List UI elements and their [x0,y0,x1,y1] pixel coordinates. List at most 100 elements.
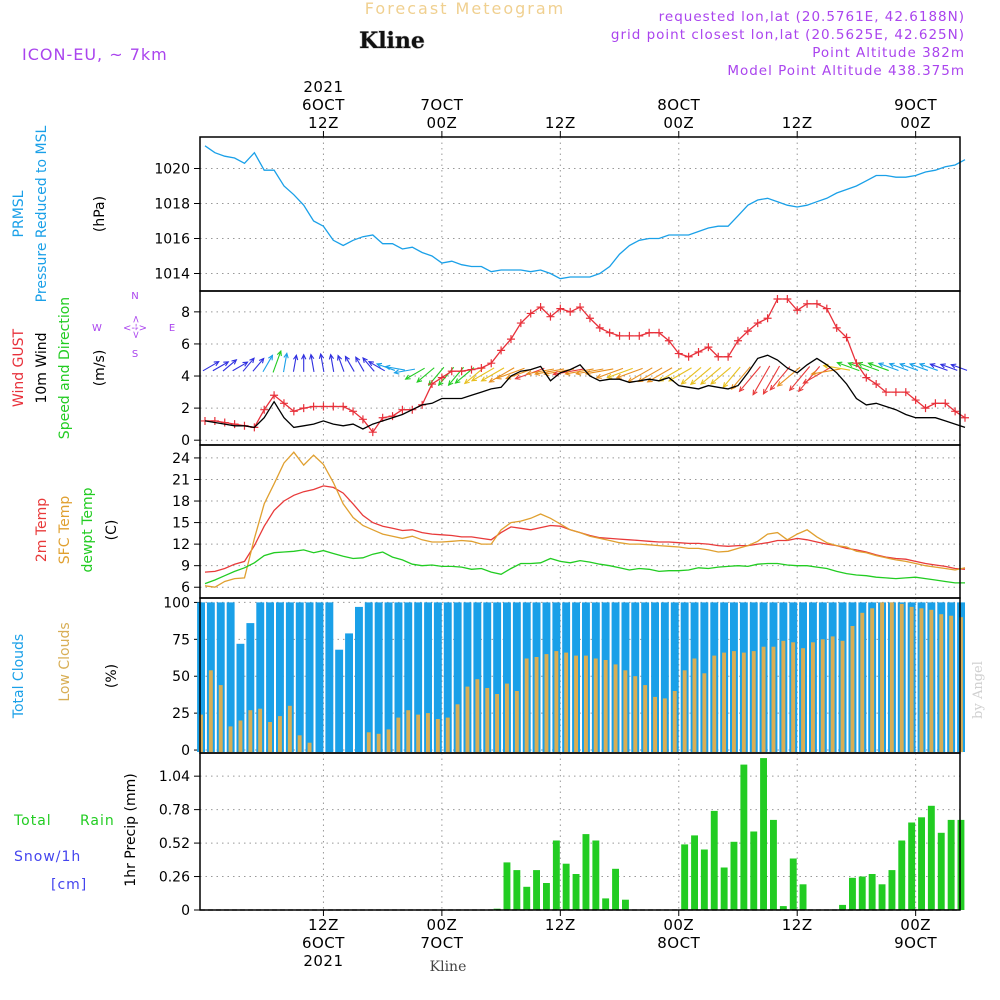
wind-direction-arrow [464,367,485,384]
gust-marker [635,331,644,340]
total-clouds-bar [295,602,304,752]
low-clouds-bar [228,726,233,752]
total-rain-bar [572,874,580,910]
wind-direction-arrow [242,357,255,372]
wind-arrow-head [699,379,706,385]
total-rain-bar [582,834,590,910]
bottom-time-label: 00Z [426,916,457,934]
low-clouds-bar [712,655,717,753]
wind-direction-arrow [857,362,880,372]
wind-arrow-head [689,379,696,386]
gust-marker [862,373,871,382]
wind-arrow-head [575,370,582,376]
wind-direction-arrow [489,367,515,383]
temperature-side-labels: 2m Temp SFC Temp dewpt Temp (C) [34,487,120,572]
wind-arrow-head [301,353,307,360]
temperature-ytick-label: 21 [172,472,190,488]
wind-arrow-head [393,369,400,375]
wind-direction-arrow [252,358,265,372]
low-clouds-bar [544,654,549,753]
pressure-msl-label: Pressure Reduced to MSL [34,125,50,302]
total-rain-bar [770,819,777,910]
prmsl-line [204,145,966,280]
compass-vertical-axis: <--> [131,315,142,339]
wind-ytick-label: 4 [181,369,190,385]
wind-direction-arrow [769,366,791,391]
total-clouds-bar [266,602,274,752]
gust-marker [388,412,397,421]
wind-direction-arrow [951,364,968,371]
gust-marker [773,295,782,304]
bottom-time-label: 2021 [303,952,343,970]
precip-frame [199,752,961,911]
low-clouds-bar [307,742,312,753]
gust-marker [230,420,239,429]
low-clouds-bar [218,685,223,753]
gust-marker [822,304,831,313]
total-rain-bar [898,840,906,910]
clouds-ytick-label: 0 [181,743,190,759]
pressure-panel: 1014 1016 1018 1020 [154,136,966,292]
wind-arrow-head [776,381,783,387]
top-time-label: 12Z [308,114,339,132]
wind-direction-arrow [405,367,425,380]
clouds-panel: 0 25 50 75 100 [163,595,965,759]
wind-arrow-head [762,388,768,395]
gust-marker [951,407,960,416]
total-clouds-bar [641,602,650,752]
low-clouds-bar [662,698,667,753]
gust-marker [704,343,713,352]
wind-arrow-head [877,362,884,368]
temp-unit-label: (C) [104,520,120,541]
gust-marker [398,405,407,414]
low-clouds-bar [485,688,490,752]
low-clouds-bar [889,602,894,752]
wind-direction-arrow [282,353,288,373]
low-clouds-bar [208,670,213,752]
top-time-label: 7OCT [420,96,463,114]
wind-direction-arrow [416,367,435,383]
total-clouds-bar [305,602,314,752]
temperature-panel: 6 9 12 15 18 21 24 [172,444,966,599]
wind-arrow-head [908,362,916,368]
bottom-time-label: 12Z [782,916,813,934]
low-clouds-bar [396,717,401,753]
low-clouds-bar [554,651,559,752]
low-clouds-bar [278,716,282,753]
gust-marker [556,304,565,313]
wind-arrow-head [788,385,795,392]
total-rain-bar [957,819,965,910]
low-clouds-bar [880,602,884,752]
low-clouds-bar [376,733,381,752]
wind-arrow-head [543,370,550,377]
total-rain-bar [878,884,886,910]
gust-marker [319,402,328,411]
temperature-ytick-label: 6 [181,580,190,596]
compass-north: N [131,291,138,302]
gust-marker [812,299,821,308]
total-label: Total [13,813,52,829]
low-clouds-bar [268,722,272,752]
wind-arrow-head [318,352,325,359]
model-label: ICON-EU, ~ 7km [22,45,168,64]
total-clouds-bar [512,602,521,752]
wind-arrow-head [416,377,423,383]
gust-marker [694,347,703,356]
wind-direction-arrow [496,367,525,379]
gust-marker [763,314,772,323]
total-clouds-bar [670,602,679,752]
total-rain-bar [691,835,698,910]
wind-direction-arrow [638,367,663,383]
low-clouds-bar [781,640,786,752]
low-clouds-bar [524,658,529,752]
location-title: Kline [359,28,425,54]
temperature-frame [199,444,961,599]
total-clouds-bar [394,602,403,752]
clouds-ytick-label: 25 [172,706,190,722]
wind-speed-dir-label: Speed and Direction [57,297,73,439]
gust-marker [506,335,515,344]
low-clouds-bar [899,603,904,752]
low-clouds-bar [455,704,460,753]
gust-marker [457,367,466,376]
